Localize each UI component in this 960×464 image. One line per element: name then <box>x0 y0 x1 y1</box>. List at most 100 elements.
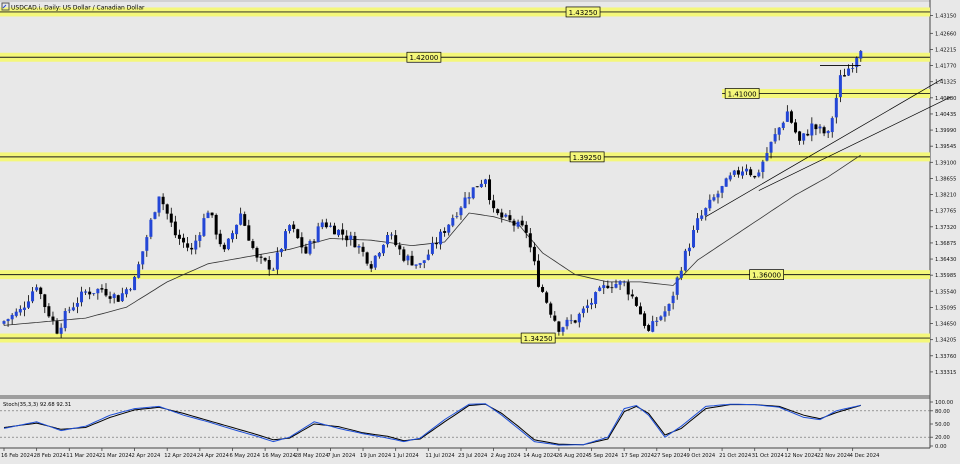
candle-body <box>561 327 565 332</box>
candle-body <box>63 310 67 329</box>
candle-body <box>149 219 153 237</box>
stoch-main-line <box>3 403 861 446</box>
candle-body <box>328 225 332 227</box>
candle-body <box>761 161 765 173</box>
candle-body <box>292 224 296 229</box>
candle-body <box>496 209 500 214</box>
price-tick-label: 1.35540 <box>935 289 956 295</box>
candle-body <box>47 306 51 317</box>
candle-body <box>120 293 124 302</box>
time-tick-label: 14 Aug 2024 <box>523 453 557 459</box>
candle-body <box>818 126 822 129</box>
candle-body <box>84 291 88 293</box>
candle-body <box>284 231 288 249</box>
candle-body <box>206 212 210 219</box>
price-tick-label: 1.36875 <box>935 241 956 247</box>
candle-body <box>218 233 222 245</box>
time-tick-label: 22 Nov 2024 <box>817 453 851 459</box>
price-tick-label: 1.41325 <box>935 80 956 86</box>
level-label-box <box>569 151 605 163</box>
candle-body <box>528 233 532 248</box>
candle-body <box>553 315 557 321</box>
candle-body <box>745 168 749 172</box>
candle-body <box>610 287 614 289</box>
candle-body <box>557 321 561 332</box>
candle-body <box>145 237 149 251</box>
candle-body <box>324 222 328 228</box>
candle-body <box>137 264 141 278</box>
candle-body <box>545 292 549 303</box>
candle-body <box>451 217 455 226</box>
candle-body <box>712 197 716 201</box>
level-label: 1.41000 <box>728 90 757 98</box>
time-tick-label: 9 Oct 2024 <box>686 453 715 459</box>
candle-body <box>463 197 467 208</box>
time-tick-label: 5 Sep 2024 <box>589 453 619 459</box>
candle-body <box>390 234 394 236</box>
trendlines <box>705 65 951 217</box>
candle-body <box>732 170 736 175</box>
candle-body <box>361 246 365 252</box>
candle-body <box>55 321 59 334</box>
candle-body <box>51 316 55 321</box>
time-tick-label: 27 Sep 2024 <box>654 453 688 459</box>
candle-body <box>39 287 43 295</box>
candle-body <box>724 178 728 187</box>
candle-body <box>814 124 818 130</box>
candle-body <box>67 309 71 311</box>
candle-body <box>753 175 757 178</box>
candle-body <box>736 170 740 175</box>
candle-body <box>749 169 753 176</box>
candle-body <box>345 235 349 241</box>
candle-body <box>638 306 642 315</box>
candle-body <box>826 130 830 134</box>
candle-body <box>418 263 422 265</box>
level-label-box <box>565 6 601 18</box>
candle-body <box>173 221 177 236</box>
candle-body <box>26 301 30 308</box>
candle-body <box>475 186 479 188</box>
candle-body <box>704 208 708 216</box>
candle-body <box>667 304 671 311</box>
candle-body <box>255 247 259 258</box>
candle-body <box>300 237 304 248</box>
candle-body <box>430 242 434 254</box>
chart-title: USDCAD.i, Daily: US Dollar / Canadian Do… <box>11 5 145 12</box>
price-tick-label: 1.33315 <box>935 370 956 376</box>
candle-body <box>373 255 377 268</box>
price-tick-label: 1.41770 <box>935 64 956 70</box>
time-tick-label: 24 Apr 2024 <box>197 453 230 459</box>
candle-body <box>471 187 475 199</box>
candle-body <box>22 307 26 310</box>
candle-body <box>467 197 471 199</box>
time-tick-label: 16 May 2024 <box>262 453 297 459</box>
time-tick-label: 11 Mar 2024 <box>66 453 100 459</box>
candle-body <box>202 218 206 236</box>
candle-body <box>267 259 271 270</box>
price-tick-label: 1.38655 <box>935 176 956 182</box>
candle-body <box>308 240 312 254</box>
candle-body <box>536 260 540 287</box>
candle-body <box>728 175 732 180</box>
time-tick-label: 11 Jul 2024 <box>425 453 455 459</box>
stoch-tick-label: 0.00 <box>935 444 947 450</box>
candle-body <box>214 214 218 235</box>
candle-body <box>483 179 487 184</box>
candle-body <box>798 131 802 141</box>
price-tick-label: 1.34650 <box>935 322 956 328</box>
time-tick-label: 2 Aug 2024 <box>491 453 522 459</box>
candle-body <box>781 122 785 128</box>
candle-body <box>598 287 602 292</box>
time-tick-label: 1 Jul 2024 <box>393 453 420 459</box>
candle-body <box>830 118 834 133</box>
candle-body <box>769 141 773 153</box>
candle-body <box>31 291 35 302</box>
candle-body <box>500 212 504 218</box>
time-tick-label: 19 Jun 2024 <box>360 453 392 459</box>
candle-body <box>18 308 22 313</box>
candle-body <box>288 225 292 231</box>
candle-body <box>516 221 520 227</box>
candle-body <box>671 295 675 304</box>
